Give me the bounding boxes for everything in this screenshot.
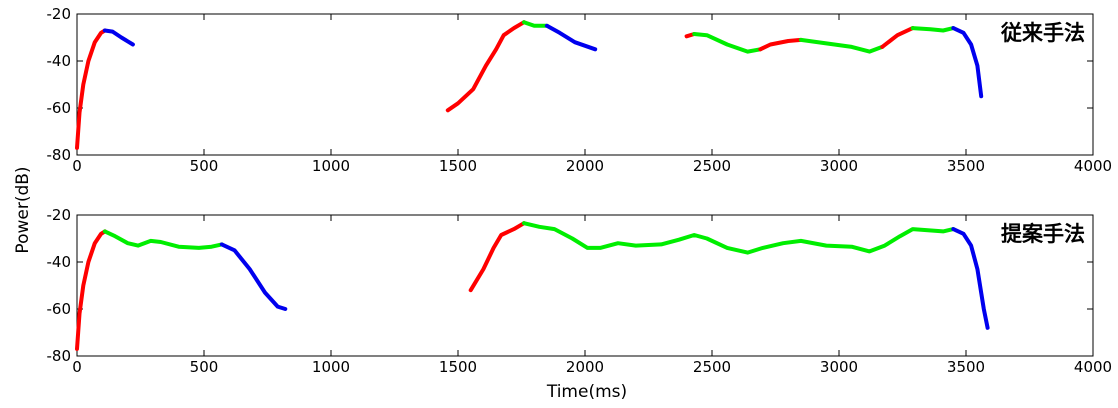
x-tick-label: 2500 — [693, 358, 731, 376]
x-tick-label: 4000 — [1074, 358, 1112, 376]
series-segment-red — [468, 221, 526, 293]
x-tick-label: 1500 — [439, 358, 477, 376]
series-segment-green — [102, 229, 224, 250]
y-tick-label: -20 — [47, 5, 72, 23]
panel-conventional-method: 0 500 1000 1500 2000 2500 3000 3500 4000 -80 -60 -4… — [47, 5, 1113, 175]
x-tick-label: 1000 — [312, 358, 350, 376]
series-segment-green — [522, 20, 549, 28]
series-segment-green — [522, 221, 956, 255]
x-tick-label: 2500 — [693, 157, 731, 175]
method-label: 従来手法 — [1000, 21, 1085, 45]
x-tick-label: 3500 — [947, 157, 985, 175]
series-segment-red — [75, 28, 107, 150]
panel-proposed-method: 0 500 1000 1500 2000 2500 3000 3500 4000 -80 -60 -4… — [47, 206, 1113, 376]
series-segment-red — [75, 229, 107, 351]
y-tick-label: -60 — [47, 300, 72, 318]
x-tick-label: 4000 — [1074, 157, 1112, 175]
x-tick-label: 3000 — [820, 358, 858, 376]
x-tick-label: 500 — [190, 358, 219, 376]
x-tick-label: 2000 — [566, 358, 604, 376]
y-tick-label: -80 — [47, 146, 72, 164]
y-tick-label: -40 — [47, 253, 72, 271]
series-segment-blue — [951, 26, 984, 99]
plot-frame — [76, 214, 1094, 357]
series-segment-blue — [544, 23, 598, 52]
series-segment-green — [910, 26, 956, 33]
x-tick-label: 500 — [190, 157, 219, 175]
x-tick-label: 3000 — [820, 157, 858, 175]
y-tick-label: -20 — [47, 206, 72, 224]
series-segment-red — [758, 37, 803, 52]
y-tick-label: -80 — [47, 347, 72, 365]
x-tick-label: 1000 — [312, 157, 350, 175]
x-axis-label: Time(ms) — [546, 382, 627, 402]
series-segment-blue — [102, 28, 135, 47]
y-axis-label: Power(dB) — [13, 166, 33, 253]
x-tick-label: 0 — [72, 157, 82, 175]
series-segment-blue — [951, 227, 990, 330]
series-segment-blue — [219, 242, 288, 311]
series-segment-red — [880, 26, 915, 49]
x-tick-label: 0 — [72, 358, 82, 376]
x-tick-label: 2000 — [566, 157, 604, 175]
y-tick-label: -60 — [47, 99, 72, 117]
series-segment-green — [692, 32, 763, 54]
x-tick-label: 1500 — [439, 157, 477, 175]
method-label: 提案手法 — [1001, 222, 1085, 246]
x-tick-label: 3500 — [947, 358, 985, 376]
series-segment-red — [445, 20, 526, 113]
y-tick-label: -40 — [47, 52, 72, 70]
plot-frame — [76, 13, 1094, 156]
series-segment-green — [798, 37, 885, 54]
